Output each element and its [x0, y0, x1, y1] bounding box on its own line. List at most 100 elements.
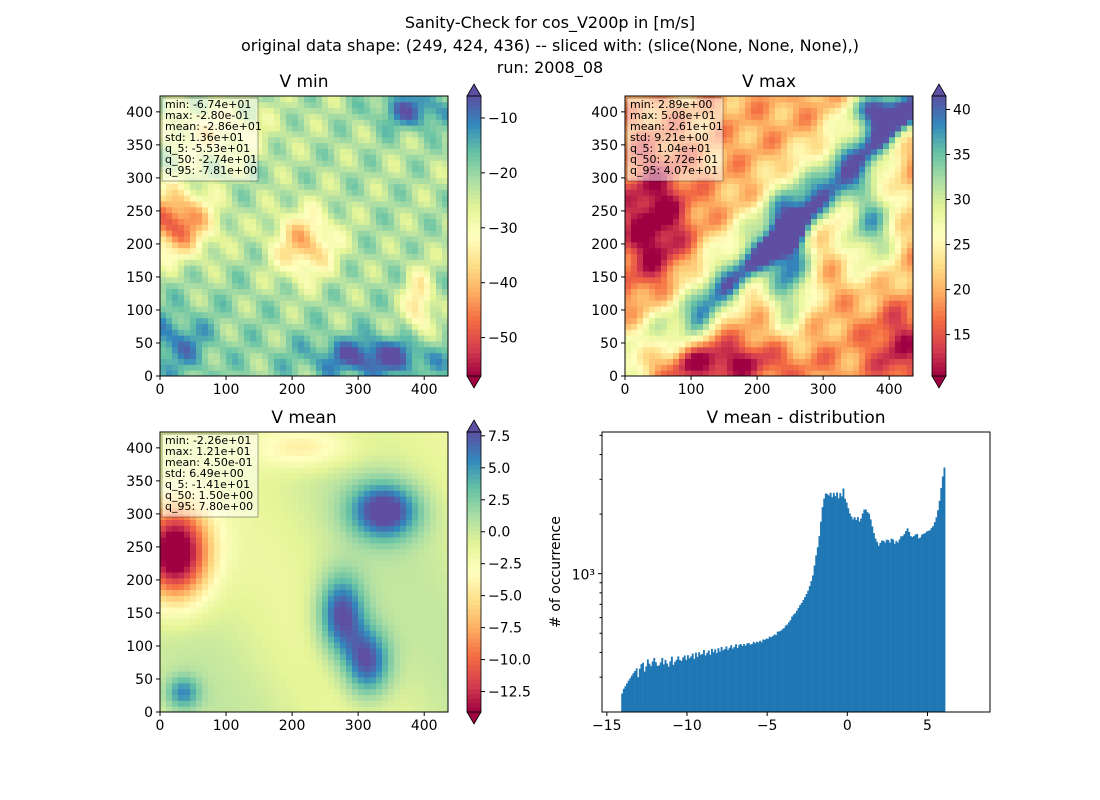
- y-tick-label: 350: [126, 138, 153, 154]
- histogram-bar: [853, 517, 856, 712]
- histogram-bar: [682, 657, 685, 712]
- histogram-bar: [786, 624, 789, 712]
- histogram-bar: [654, 662, 657, 712]
- histogram-bar: [937, 510, 939, 712]
- vmin-colorbar-extend-min: [466, 375, 482, 389]
- histogram-bar: [906, 528, 909, 712]
- colorbar-tick-label: −5.0: [488, 589, 522, 605]
- vmax-stats-line: std: 9.21e+00: [630, 131, 709, 144]
- histogram-bar: [637, 677, 640, 712]
- histogram-bar: [840, 496, 843, 712]
- histogram-bar: [924, 533, 927, 712]
- vmax-stats-line: mean: 2.61e+01: [630, 120, 723, 133]
- histogram-bar: [813, 565, 816, 712]
- histogram-bar: [670, 656, 673, 712]
- histogram-bar: [751, 644, 754, 712]
- vmax-stats-line: q_95: 4.07e+01: [630, 164, 718, 177]
- histogram-bar: [861, 513, 864, 712]
- histogram-bar: [917, 538, 920, 712]
- histogram-bar: [914, 534, 917, 712]
- histogram-bar: [685, 659, 688, 712]
- histogram-bar: [661, 657, 664, 712]
- histogram-bar: [629, 678, 632, 712]
- histogram-bar: [677, 656, 680, 712]
- x-tick-label: 100: [213, 718, 240, 734]
- x-tick-label: 300: [345, 382, 372, 398]
- histogram-bar: [759, 640, 762, 712]
- x-tick-label: 0: [621, 382, 630, 398]
- histogram-bar: [760, 642, 763, 712]
- colorbar-tick-label: 7.5: [488, 429, 510, 445]
- histogram-bar: [768, 636, 771, 712]
- vmin-axes-frame: [159, 95, 449, 377]
- x-tick-label: 400: [876, 382, 903, 398]
- histogram-bar: [805, 594, 808, 712]
- histogram-bar: [834, 496, 837, 712]
- histogram-bar: [630, 675, 633, 712]
- y-tick-label: 10³: [572, 568, 595, 584]
- y-tick-label: 100: [591, 303, 618, 319]
- histogram-bar: [898, 539, 901, 712]
- histogram-bar: [823, 498, 826, 712]
- histogram-bar: [909, 536, 912, 712]
- vmax-colorbar-extend-min: [931, 375, 947, 389]
- histogram-ylabel: # of occurrence: [548, 516, 564, 628]
- histogram-bar: [752, 641, 755, 712]
- colorbar-tick-label: −10: [488, 111, 518, 127]
- histogram-bar: [897, 542, 899, 712]
- histogram-bar: [836, 492, 838, 712]
- colorbar-tick-label: −40: [488, 276, 518, 292]
- histogram-bar: [860, 518, 863, 712]
- vmax-stats-line: q_50: 2.72e+01: [630, 153, 718, 166]
- histogram-axes-frame: [601, 431, 991, 713]
- histogram-bar: [634, 671, 636, 712]
- histogram-bar: [845, 502, 848, 712]
- colorbar-tick-label: 35: [953, 148, 971, 164]
- histogram-bar: [746, 643, 749, 712]
- histogram-bar: [645, 666, 648, 712]
- histogram-bar: [796, 610, 798, 712]
- histogram-bar: [678, 660, 681, 712]
- histogram-bar: [938, 500, 941, 712]
- histogram-bar: [921, 534, 923, 712]
- histogram-bar: [664, 659, 667, 712]
- histogram-bar: [683, 655, 686, 712]
- y-tick-label: 100: [126, 639, 153, 655]
- histogram-bar: [933, 522, 936, 712]
- vmean-stats-line: q_95: 7.80e+00: [165, 500, 253, 513]
- y-tick-label: 50: [600, 336, 618, 352]
- colorbar-tick-label: 2.5: [488, 493, 510, 509]
- vmax-stats-line: min: 2.89e+00: [630, 98, 712, 111]
- histogram-bar: [731, 648, 734, 712]
- histogram-bar: [703, 650, 705, 712]
- histogram-bar: [717, 648, 720, 712]
- histogram-bar: [643, 671, 646, 712]
- vmean-stats-line: q_5: -1.41e+01: [165, 478, 250, 491]
- histogram-bar: [727, 649, 729, 712]
- y-tick-label: 150: [126, 270, 153, 286]
- vmean-colorbar-extend-min: [466, 711, 482, 725]
- histogram-bar: [688, 658, 691, 712]
- histogram-bar: [922, 533, 925, 712]
- x-tick-label: −15: [592, 718, 622, 734]
- colorbar-tick-label: −20: [488, 166, 518, 182]
- vmean-stats-line: std: 6.49e+00: [165, 467, 244, 480]
- x-tick-label: −10: [672, 718, 702, 734]
- histogram-bar: [868, 513, 871, 712]
- vmin-stats-line: q_95: -7.81e+00: [165, 164, 257, 177]
- histogram-bar: [738, 644, 741, 712]
- vmax-stats-box: [626, 97, 724, 182]
- y-tick-label: 350: [591, 138, 618, 154]
- y-tick-label: 300: [126, 171, 153, 187]
- histogram-bar: [810, 581, 813, 712]
- histogram-bar: [656, 665, 659, 712]
- histogram-bar: [856, 517, 859, 712]
- vmean-stats-box: [161, 433, 259, 518]
- histogram-bar: [852, 519, 855, 712]
- histogram-bar: [773, 634, 776, 712]
- vmean-axes-frame: [159, 431, 449, 713]
- y-tick-label: 200: [126, 573, 153, 589]
- colorbar-tick-label: 20: [953, 283, 971, 299]
- colorbar-tick-label: −12.5: [488, 685, 531, 701]
- histogram-bar: [932, 526, 935, 712]
